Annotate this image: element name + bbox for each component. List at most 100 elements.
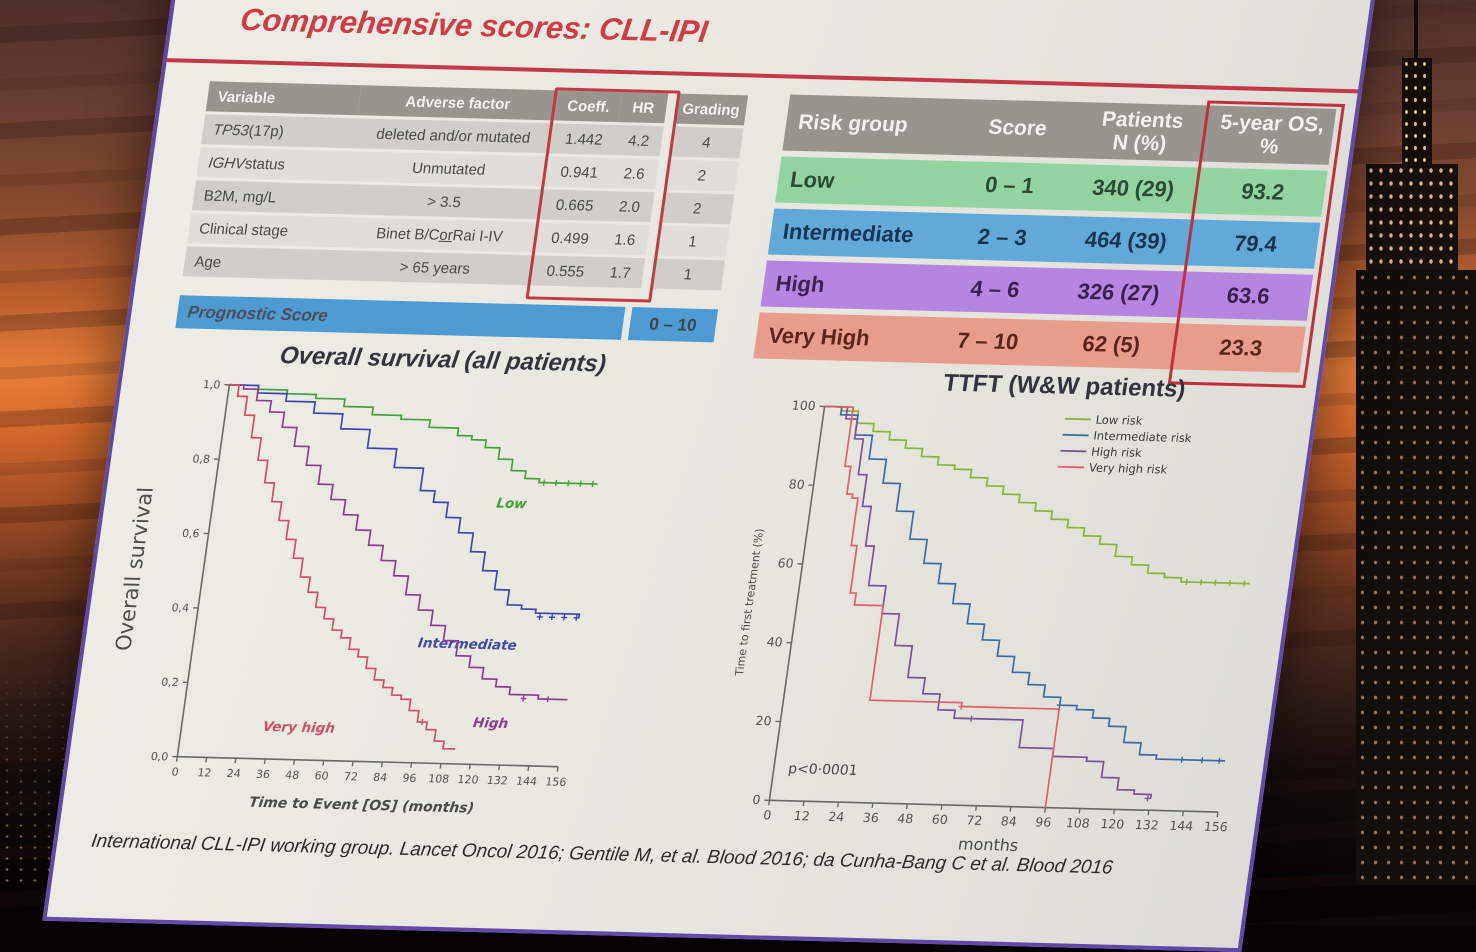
adverse-factor-cell: deleted and/or mutated [353, 118, 555, 153]
svg-text:36: 36 [862, 810, 880, 825]
risk-row-high: High 4 – 6 326 (27) 63.6 [761, 260, 1314, 320]
patients-cell: 464 (39) [1055, 216, 1197, 266]
header-patients: Patients N (%) [1070, 107, 1212, 157]
svg-text:24: 24 [827, 809, 845, 824]
adverse-factor-cell: > 65 years [334, 250, 536, 285]
svg-text:Overall survival: Overall survival [110, 487, 158, 651]
svg-text:96: 96 [1034, 814, 1052, 829]
header-5yr-os: 5-year OS, % [1206, 111, 1336, 160]
coeff-cell: 0.555 [531, 255, 599, 287]
svg-text:84: 84 [372, 771, 388, 784]
svg-text:100: 100 [791, 398, 817, 414]
svg-text:Low risk: Low risk [1095, 413, 1144, 428]
svg-text:0,8: 0,8 [192, 453, 211, 466]
prognostic-score-range: 0 – 10 [628, 307, 718, 342]
grading-cell: 2 [665, 160, 739, 192]
svg-text:72: 72 [965, 813, 983, 828]
header-variable: Variable [206, 81, 362, 115]
svg-text:p<0·0001: p<0·0001 [787, 761, 859, 779]
svg-text:Intermediate risk: Intermediate risk [1093, 429, 1193, 446]
coeff-cell: 0.941 [545, 156, 613, 188]
svg-text:Very high: Very high [262, 719, 336, 737]
adverse-factor-cell: > 3.5 [343, 184, 545, 219]
prognostic-score-label: Prognostic Score [175, 295, 625, 340]
coeff-cell: 0.499 [536, 222, 604, 254]
svg-text:Low: Low [495, 496, 528, 513]
variable-cell: Age [183, 246, 339, 280]
svg-text:60: 60 [314, 769, 330, 782]
svg-text:48: 48 [284, 769, 300, 782]
coeff-cell: 1.442 [550, 123, 618, 155]
svg-text:12: 12 [793, 808, 811, 823]
svg-text:48: 48 [896, 811, 914, 826]
header-risk-group: Risk group [785, 111, 964, 139]
os-cell: 23.3 [1176, 324, 1306, 373]
risk-group-cell: High [762, 270, 941, 301]
svg-text:High: High [472, 715, 509, 732]
svg-text:120: 120 [457, 773, 480, 787]
score-cell: 2 – 3 [943, 213, 1061, 262]
svg-text:84: 84 [1000, 813, 1018, 828]
os-cell: 63.6 [1183, 272, 1313, 321]
grading-cell: 4 [670, 127, 744, 159]
svg-text:High risk: High risk [1090, 445, 1143, 460]
patients-cell: 62 (5) [1040, 320, 1182, 370]
patients-cell: 340 (29) [1062, 164, 1204, 214]
svg-text:80: 80 [788, 477, 806, 492]
risk-group-cell: Intermediate [769, 218, 948, 249]
adverse-factor-cell: Unmutated [348, 151, 550, 186]
svg-text:0: 0 [751, 792, 761, 807]
svg-text:120: 120 [1099, 816, 1125, 832]
header-hr: HR [618, 92, 668, 123]
svg-text:144: 144 [515, 775, 538, 789]
variable-cell: TP53 (17p) [201, 114, 357, 148]
adverse-factor-cell: Binet B/C or Rai I-IV [339, 217, 541, 252]
svg-text:0: 0 [762, 807, 772, 822]
svg-text:24: 24 [226, 767, 242, 780]
prognostic-score-bar: Prognostic Score 0 – 10 [175, 295, 718, 342]
svg-text:108: 108 [1065, 815, 1091, 831]
header-score: Score [960, 116, 1075, 142]
risk-groups-table: Risk group Score Patients N (%) 5-year O… [752, 95, 1336, 379]
svg-text:Very high risk: Very high risk [1088, 461, 1168, 477]
prognostic-factors-table: Variable Adverse factor Coeff. HR Gradin… [182, 81, 748, 293]
svg-text:Intermediate: Intermediate [417, 635, 518, 654]
svg-text:144: 144 [1168, 818, 1194, 834]
svg-text:12: 12 [197, 766, 213, 779]
risk-row-very-high: Very High 7 – 10 62 (5) 23.3 [753, 312, 1306, 372]
variable-cell: IGHV status [196, 147, 352, 181]
hr-cell: 1.6 [600, 224, 650, 255]
svg-text:1,0: 1,0 [202, 378, 221, 391]
grading-cell: 1 [656, 226, 730, 258]
svg-text:40: 40 [766, 634, 784, 649]
risk-row-intermediate: Intermediate 2 – 3 464 (39) 79.4 [768, 208, 1321, 268]
hr-cell: 2.0 [604, 191, 654, 222]
svg-text:60: 60 [777, 555, 795, 570]
svg-text:156: 156 [544, 775, 567, 789]
presentation-slide: Comprehensive scores: CLL-IPI Variable A… [42, 0, 1377, 952]
svg-text:Time to Event [OS] (months): Time to Event [OS] (months) [248, 795, 475, 817]
svg-text:0,0: 0,0 [150, 750, 169, 763]
svg-text:132: 132 [1134, 817, 1160, 833]
grading-cell: 1 [651, 259, 725, 291]
os-cell: 93.2 [1198, 168, 1328, 217]
skyscraper-crown [1366, 164, 1458, 276]
hr-cell: 1.7 [595, 257, 645, 288]
svg-text:months: months [957, 834, 1020, 855]
svg-text:0: 0 [171, 766, 180, 779]
header-coeff: Coeff. [555, 90, 623, 122]
svg-text:72: 72 [343, 770, 359, 783]
svg-text:96: 96 [402, 772, 418, 785]
svg-text:36: 36 [255, 768, 271, 781]
hr-cell: 2.6 [609, 158, 659, 189]
header-adverse-factor: Adverse factor [357, 85, 559, 120]
risk-header-row: Risk group Score Patients N (%) 5-year O… [782, 95, 1336, 165]
skyscraper-spire [1402, 58, 1432, 170]
variable-cell: Clinical stage [187, 213, 343, 247]
skyscraper-tower [1356, 270, 1476, 885]
slide-title: Comprehensive scores: CLL-IPI [238, 2, 710, 50]
coeff-cell: 0.665 [541, 189, 609, 221]
